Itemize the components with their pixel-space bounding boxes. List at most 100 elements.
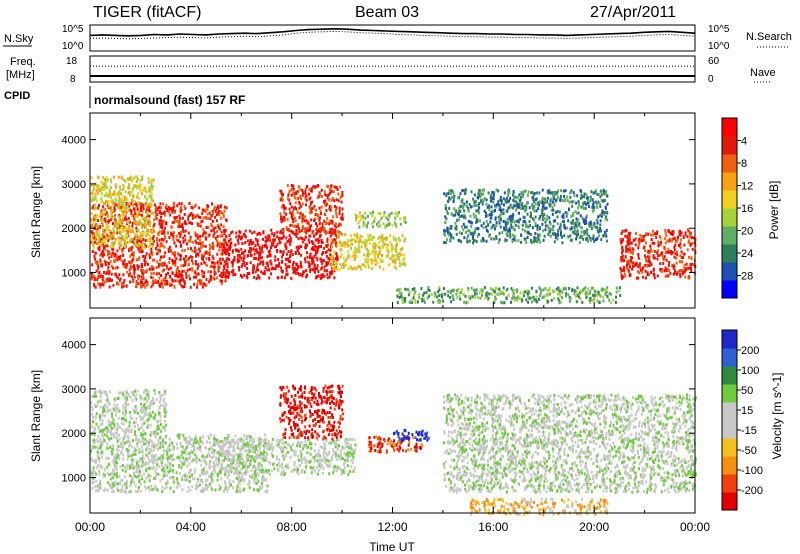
heatmap-cell <box>202 435 204 438</box>
heatmap-cell <box>462 206 464 209</box>
nave-right-tick-bottom: 0 <box>708 74 714 85</box>
heatmap-cell <box>132 204 134 207</box>
power-panel: 1000200030004000 Slant Range [km] 481216… <box>29 113 781 308</box>
heatmap-cell <box>265 240 267 243</box>
heatmap-cell <box>491 293 493 296</box>
heatmap-cell <box>142 255 144 258</box>
heatmap-cell <box>621 256 623 259</box>
heatmap-cell <box>108 457 110 460</box>
heatmap-cell <box>549 204 551 207</box>
heatmap-cell <box>107 481 109 484</box>
heatmap-cell <box>624 275 626 278</box>
heatmap-cell <box>539 200 541 203</box>
heatmap-cell <box>130 178 132 181</box>
heatmap-cell <box>515 224 517 227</box>
heatmap-cell <box>587 202 589 205</box>
heatmap-cell <box>684 264 686 267</box>
heatmap-cell <box>154 280 156 283</box>
heatmap-cell <box>624 235 626 238</box>
heatmap-cell <box>406 288 408 291</box>
heatmap-cell <box>112 217 114 220</box>
heatmap-cell <box>486 220 488 223</box>
heatmap-cell <box>106 442 108 445</box>
heatmap-cell <box>276 231 278 234</box>
heatmap-cell <box>216 219 218 222</box>
heatmap-cell <box>276 265 278 268</box>
heatmap-cell <box>379 266 381 269</box>
heatmap-cell <box>294 197 296 200</box>
power-ylabel: Slant Range [km] <box>29 166 43 258</box>
heatmap-cell <box>354 234 356 237</box>
heatmap-cell <box>92 235 94 238</box>
heatmap-cell <box>237 257 239 260</box>
heatmap-cell <box>125 210 127 213</box>
heatmap-cell <box>251 469 253 472</box>
heatmap-cell <box>434 295 436 298</box>
heatmap-cell <box>96 269 98 272</box>
heatmap-cell <box>166 280 168 283</box>
heatmap-cell <box>367 257 369 260</box>
heatmap-cell <box>335 234 337 237</box>
heatmap-cell <box>463 301 465 304</box>
heatmap-cell <box>370 234 372 237</box>
heatmap-cell <box>516 204 518 207</box>
heatmap-cell <box>676 253 678 256</box>
heatmap-cell <box>304 257 306 260</box>
heatmap-cell <box>537 236 539 239</box>
heatmap-cell <box>372 236 374 239</box>
heatmap-cell <box>178 239 180 242</box>
heatmap-cell <box>135 459 137 462</box>
heatmap-cell <box>169 257 171 260</box>
cpid-label: CPID <box>4 90 30 102</box>
heatmap-cell <box>212 257 214 260</box>
colorbar-cell <box>722 262 737 281</box>
heatmap-cell <box>162 263 164 266</box>
heatmap-cell <box>485 226 487 229</box>
heatmap-cell <box>554 240 556 243</box>
heatmap-cell <box>507 191 509 194</box>
heatmap-cell <box>355 247 357 250</box>
heatmap-cell <box>300 273 302 276</box>
heatmap-cell <box>126 263 128 266</box>
heatmap-cell <box>97 450 99 453</box>
heatmap-cell <box>492 201 494 204</box>
heatmap-cell <box>187 247 189 250</box>
heatmap-cell <box>566 212 568 215</box>
heatmap-cell <box>319 193 321 196</box>
heatmap-cell <box>680 260 682 263</box>
heatmap-cell <box>125 212 127 215</box>
heatmap-cell <box>140 208 142 211</box>
heatmap-cell <box>685 268 687 271</box>
heatmap-cell <box>156 467 158 470</box>
heatmap-cell <box>144 221 146 224</box>
heatmap-cell <box>541 213 543 216</box>
heatmap-cell <box>354 258 356 261</box>
heatmap-cell <box>603 189 605 192</box>
heatmap-cell <box>599 301 601 304</box>
heatmap-cell <box>688 277 690 280</box>
heatmap-cell <box>448 192 450 195</box>
heatmap-cell <box>218 206 220 209</box>
heatmap-cell <box>209 217 211 220</box>
heatmap-cell <box>94 255 96 258</box>
heatmap-cell <box>92 221 94 224</box>
colorbar-cell <box>722 118 737 137</box>
heatmap-cell <box>606 211 608 214</box>
heatmap-cell <box>192 214 194 217</box>
heatmap-cell <box>218 249 220 252</box>
heatmap-cell <box>547 300 549 303</box>
heatmap-cell <box>333 241 335 244</box>
heatmap-cell <box>506 233 508 236</box>
heatmap-cell <box>95 207 97 210</box>
heatmap-cell <box>129 221 131 224</box>
heatmap-cell <box>646 265 648 268</box>
heatmap-cell <box>529 206 531 209</box>
heatmap-cell <box>125 226 127 229</box>
heatmap-cell <box>563 195 565 198</box>
heatmap-cell <box>99 188 101 191</box>
heatmap-cell <box>445 204 447 207</box>
heatmap-cell <box>101 235 103 238</box>
heatmap-cell <box>341 191 343 194</box>
nave-label: Nave <box>750 67 776 79</box>
heatmap-cell <box>472 295 474 298</box>
